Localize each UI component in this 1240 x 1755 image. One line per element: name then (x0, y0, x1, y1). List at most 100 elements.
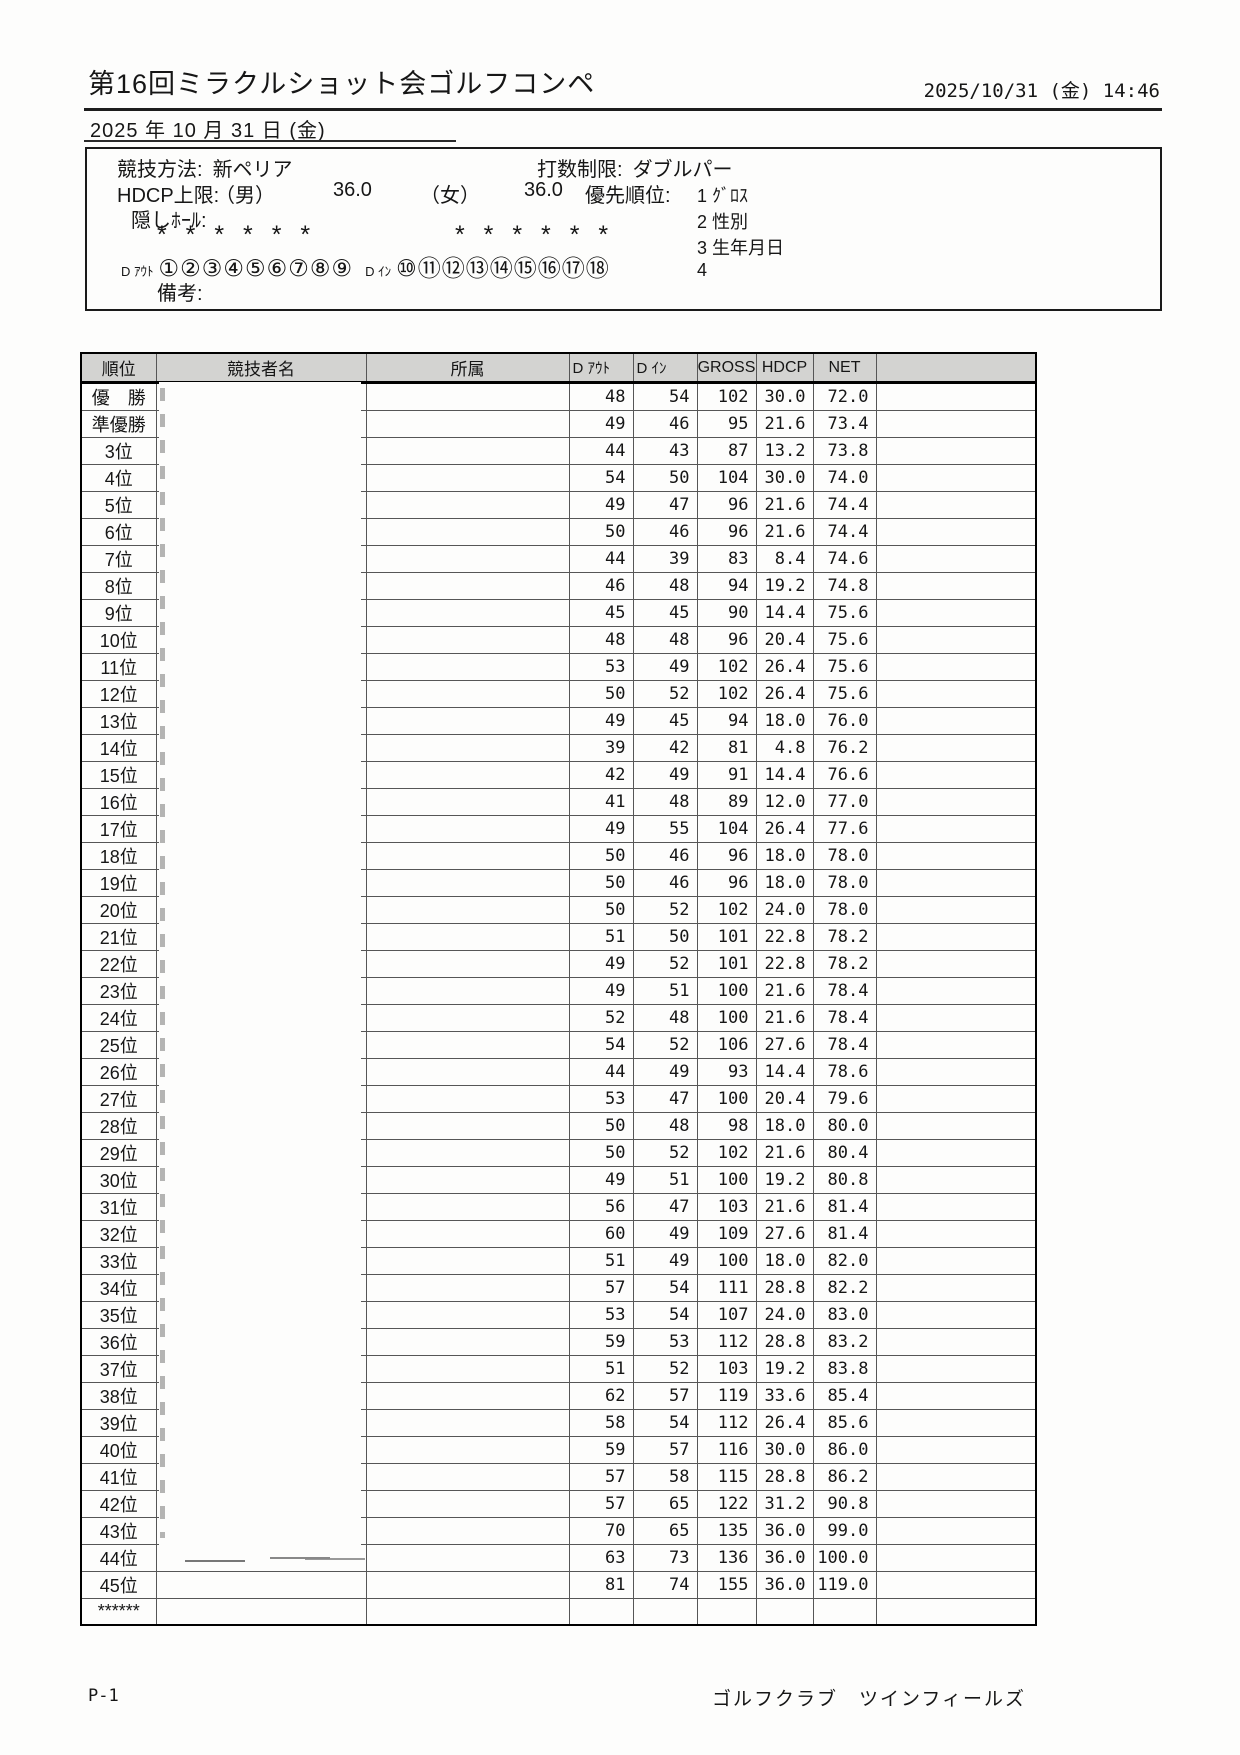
in-cell (632, 1598, 698, 1626)
gross-cell: 89 (696, 788, 757, 816)
in-cell: 48 (632, 572, 698, 600)
rank-cell: 9位 (80, 599, 157, 627)
affiliation-cell (365, 1139, 570, 1167)
hdcp-cell: 22.8 (755, 923, 814, 951)
gross-cell: 103 (696, 1355, 757, 1383)
net-cell: 78.0 (812, 896, 877, 924)
gross-cell: 136 (696, 1544, 757, 1572)
col-header-affiliation: 所属 (365, 352, 570, 384)
affiliation-cell (365, 1544, 570, 1572)
out-cell: 44 (568, 1058, 634, 1086)
out-cell: 57 (568, 1463, 634, 1491)
hdcp-cell: 27.6 (755, 1220, 814, 1248)
rank-cell: 20位 (80, 896, 157, 924)
net-cell: 75.6 (812, 599, 877, 627)
affiliation-cell (365, 1463, 570, 1491)
table-row: 42位 57 65 122 31.2 90.8 (80, 1490, 1037, 1518)
hidden-holes-stars-in: * * * * * * (455, 221, 615, 249)
extra-cell (875, 1031, 1037, 1059)
in-cell: 47 (632, 1193, 698, 1221)
rank-cell: 4位 (80, 464, 157, 492)
out-cell: 81 (568, 1571, 634, 1599)
rank-cell: 28位 (80, 1112, 157, 1140)
net-cell: 74.0 (812, 464, 877, 492)
method-value: 新ペリア (212, 159, 293, 181)
title-underline (84, 108, 1162, 111)
table-row: ****** (80, 1598, 1037, 1626)
gross-cell: 102 (696, 382, 757, 411)
in-cell: 49 (632, 761, 698, 789)
net-cell: 82.0 (812, 1247, 877, 1275)
rank-cell: 3位 (80, 437, 157, 465)
extra-cell (875, 707, 1037, 735)
net-cell: 75.6 (812, 680, 877, 708)
out-cell: 50 (568, 518, 634, 546)
affiliation-cell (365, 599, 570, 627)
priority-item-4: 4 (697, 260, 708, 280)
extra-cell (875, 869, 1037, 897)
rank-cell: 41位 (80, 1463, 157, 1491)
gross-cell: 83 (696, 545, 757, 573)
hdcp-cell: 14.4 (755, 761, 814, 789)
affiliation-cell (365, 1490, 570, 1518)
rank-cell: 29位 (80, 1139, 157, 1167)
hdcp-female-label: （女） (420, 185, 480, 207)
hdcp-cell: 24.0 (755, 1301, 814, 1329)
in-cell: 45 (632, 707, 698, 735)
in-cell: 52 (632, 1031, 698, 1059)
hdcp-limit-label: HDCP上限: (117, 185, 220, 207)
gross-cell: 122 (696, 1490, 757, 1518)
extra-cell (875, 896, 1037, 924)
in-cell: 51 (632, 977, 698, 1005)
extra-cell (875, 572, 1037, 600)
in-cell: 53 (632, 1328, 698, 1356)
net-cell: 78.2 (812, 950, 877, 978)
out-cell: 56 (568, 1193, 634, 1221)
in-cell: 52 (632, 1139, 698, 1167)
extra-cell (875, 382, 1037, 411)
rank-cell: 35位 (80, 1301, 157, 1329)
hdcp-cell: 18.0 (755, 869, 814, 897)
net-cell: 81.4 (812, 1220, 877, 1248)
gross-cell: 96 (696, 491, 757, 519)
name-cell (155, 1598, 367, 1626)
out-cell: 51 (568, 923, 634, 951)
gross-cell: 119 (696, 1382, 757, 1410)
in-cell: 48 (632, 1004, 698, 1032)
affiliation-cell (365, 815, 570, 843)
priority-label: 優先順位: (585, 185, 671, 207)
redaction-artifacts (160, 388, 165, 1538)
net-cell (812, 1598, 877, 1626)
name-cell (155, 1571, 367, 1599)
net-cell: 78.4 (812, 1031, 877, 1059)
hdcp-cell: 33.6 (755, 1382, 814, 1410)
net-cell: 78.6 (812, 1058, 877, 1086)
col-header-out: D ｱｳﾄ (568, 352, 634, 384)
extra-cell (875, 464, 1037, 492)
in-cell: 45 (632, 599, 698, 627)
out-cell: 53 (568, 1085, 634, 1113)
affiliation-cell (365, 1382, 570, 1410)
affiliation-cell (365, 707, 570, 735)
method-line: 競技方法: 新ペリア (117, 153, 293, 182)
out-cell: 60 (568, 1220, 634, 1248)
hdcp-cell: 20.4 (755, 1085, 814, 1113)
gross-cell: 100 (696, 1085, 757, 1113)
extra-cell (875, 1490, 1037, 1518)
in-cell: 46 (632, 518, 698, 546)
col-header-gross: GROSS (696, 352, 757, 384)
net-cell: 86.0 (812, 1436, 877, 1464)
extra-cell (875, 842, 1037, 870)
gross-cell: 103 (696, 1193, 757, 1221)
hdcp-cell: 18.0 (755, 1247, 814, 1275)
out-cell: 49 (568, 1166, 634, 1194)
rank-cell: 21位 (80, 923, 157, 951)
out-cell: 62 (568, 1382, 634, 1410)
rank-cell: 27位 (80, 1085, 157, 1113)
hdcp-cell: 21.6 (755, 1193, 814, 1221)
affiliation-cell (365, 842, 570, 870)
extra-cell (875, 815, 1037, 843)
affiliation-cell (365, 1355, 570, 1383)
name-cell (155, 1544, 367, 1572)
col-header-extra (875, 352, 1037, 384)
